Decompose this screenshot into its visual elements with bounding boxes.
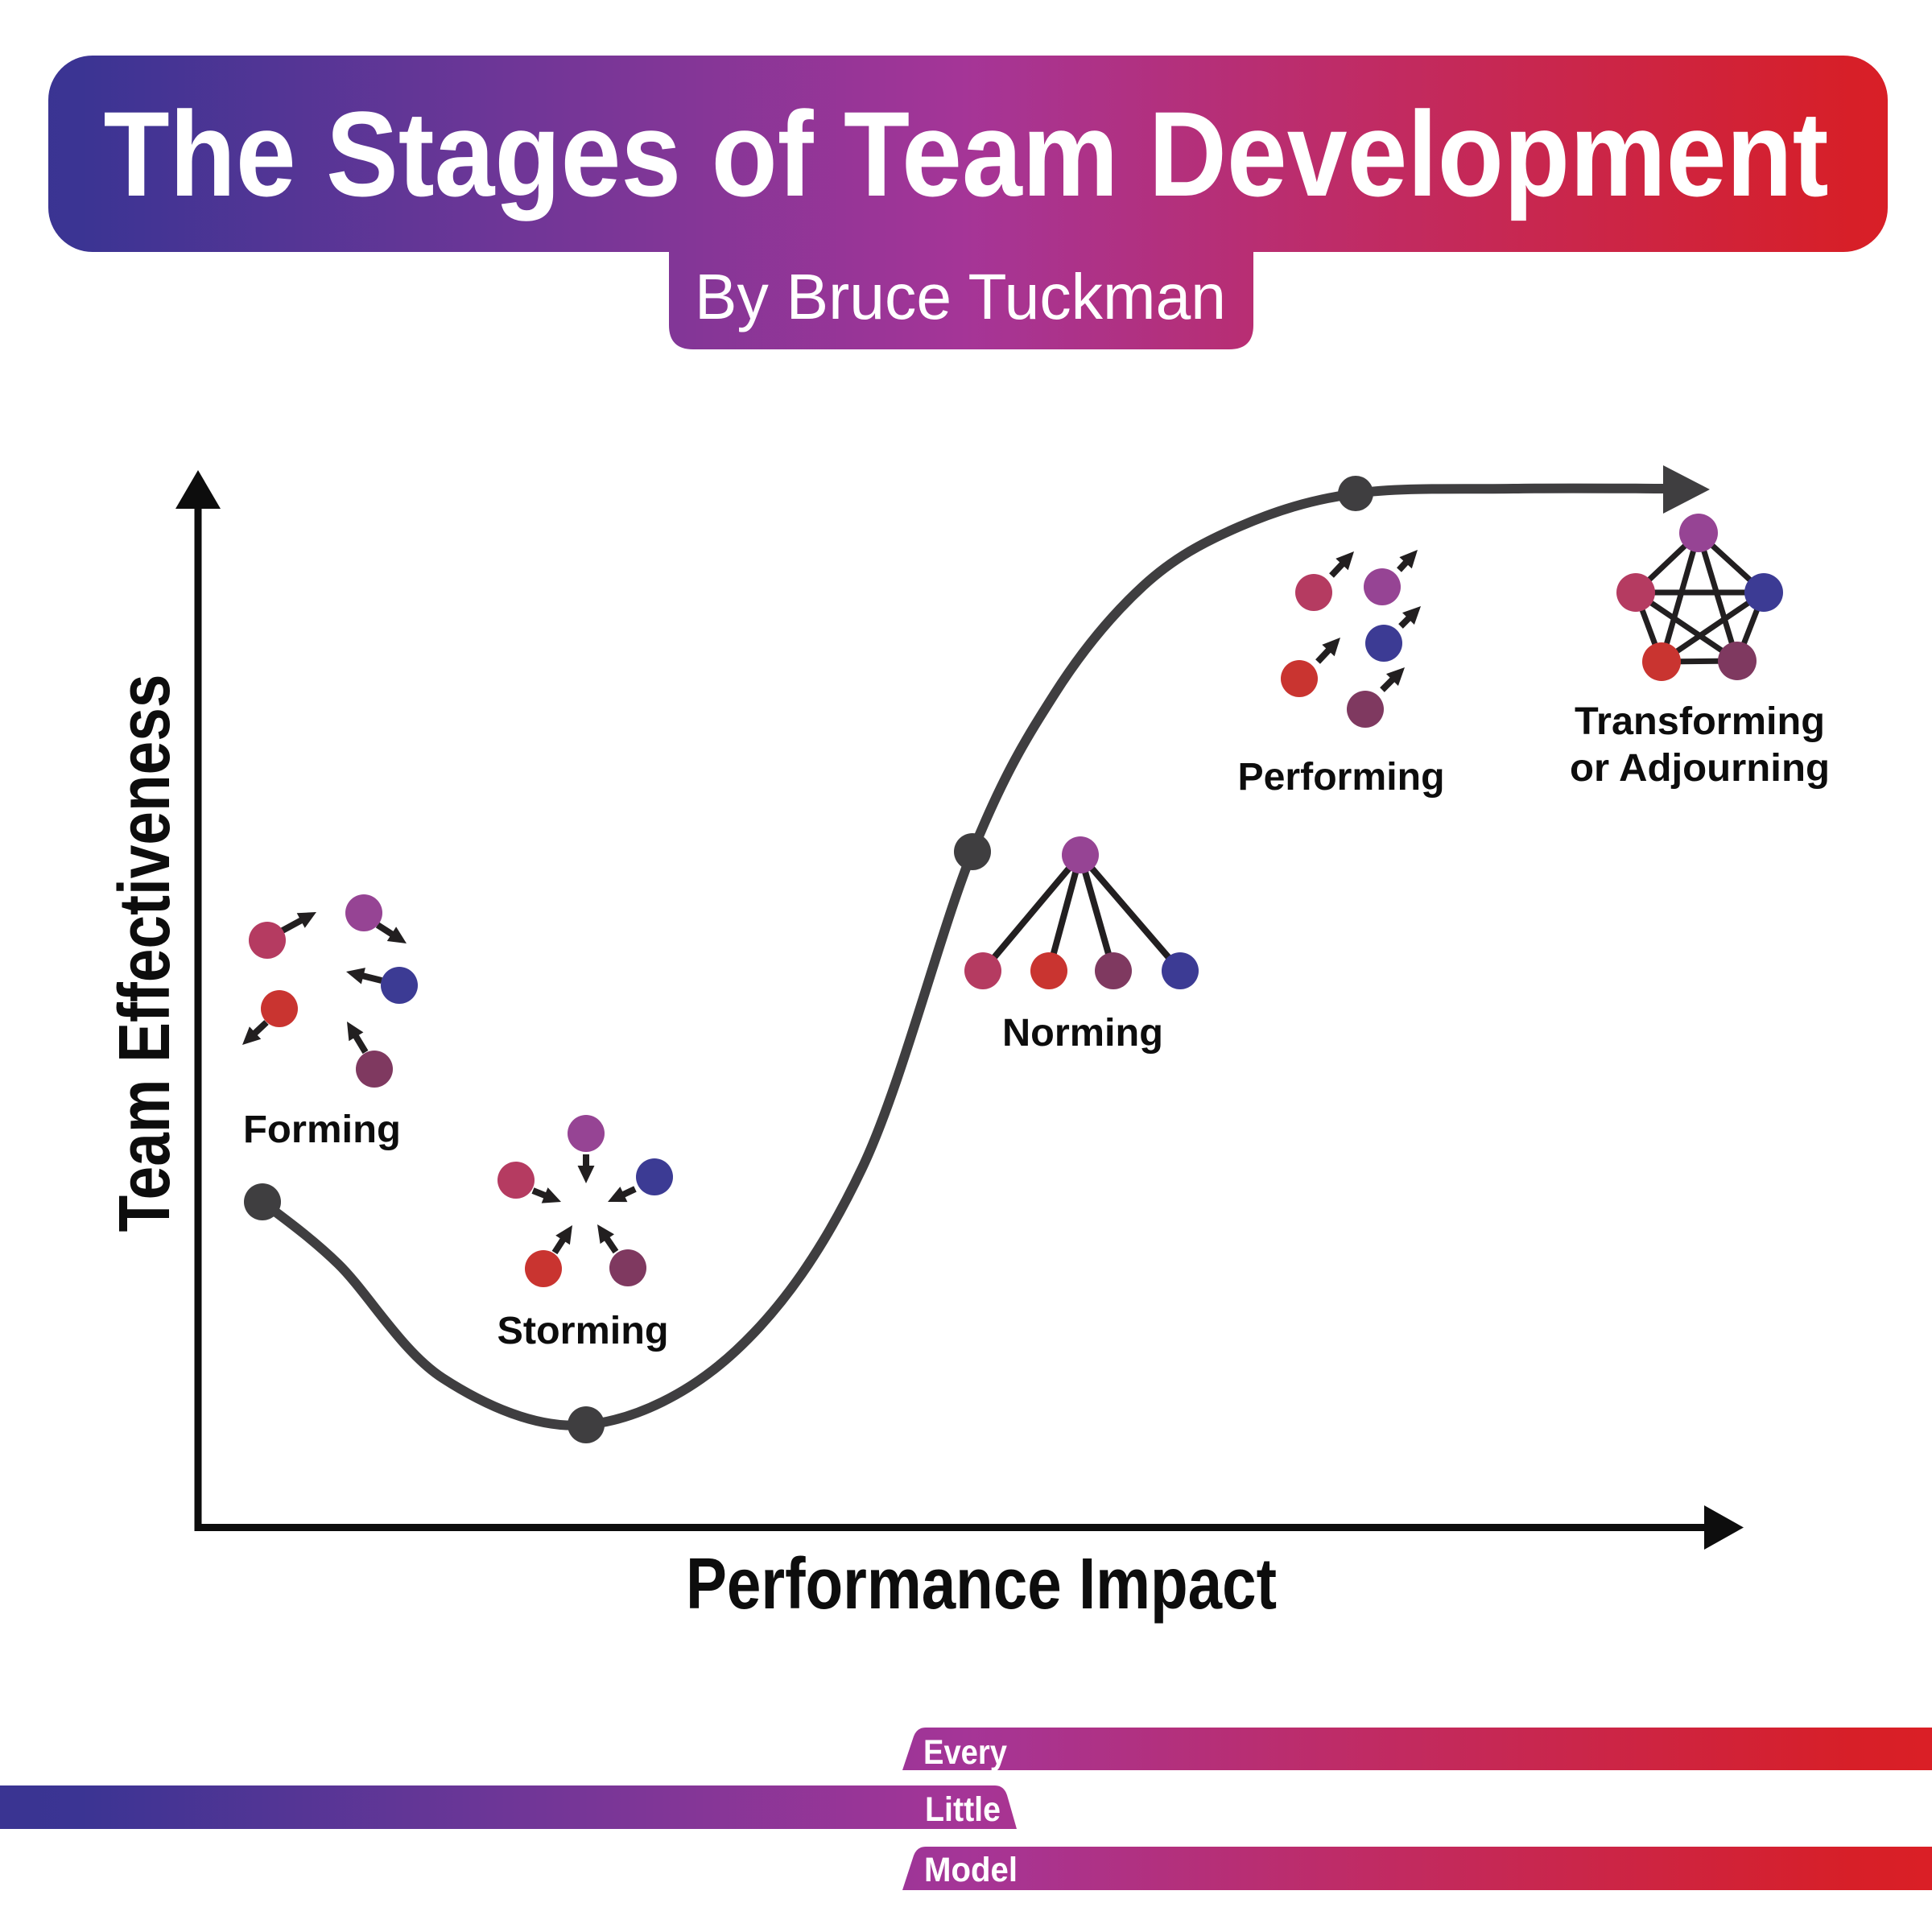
svg-text:Transforming: Transforming	[1575, 700, 1825, 743]
svg-text:Storming: Storming	[497, 1310, 669, 1352]
svg-text:Every: Every	[923, 1733, 1007, 1772]
svg-text:Performance Impact: Performance Impact	[686, 1544, 1277, 1624]
svg-text:Model: Model	[924, 1851, 1018, 1889]
svg-text:The Stages of Team Development: The Stages of Team Development	[104, 86, 1829, 221]
svg-text:or Adjourning: or Adjourning	[1570, 747, 1830, 790]
svg-text:Little: Little	[925, 1790, 1001, 1829]
svg-text:Forming: Forming	[243, 1108, 401, 1151]
svg-text:Team Effectiveness: Team Effectiveness	[105, 675, 185, 1232]
svg-text:Performing: Performing	[1238, 756, 1445, 799]
svg-text:Norming: Norming	[1002, 1012, 1163, 1055]
svg-text:By Bruce Tuckman: By Bruce Tuckman	[695, 261, 1226, 332]
